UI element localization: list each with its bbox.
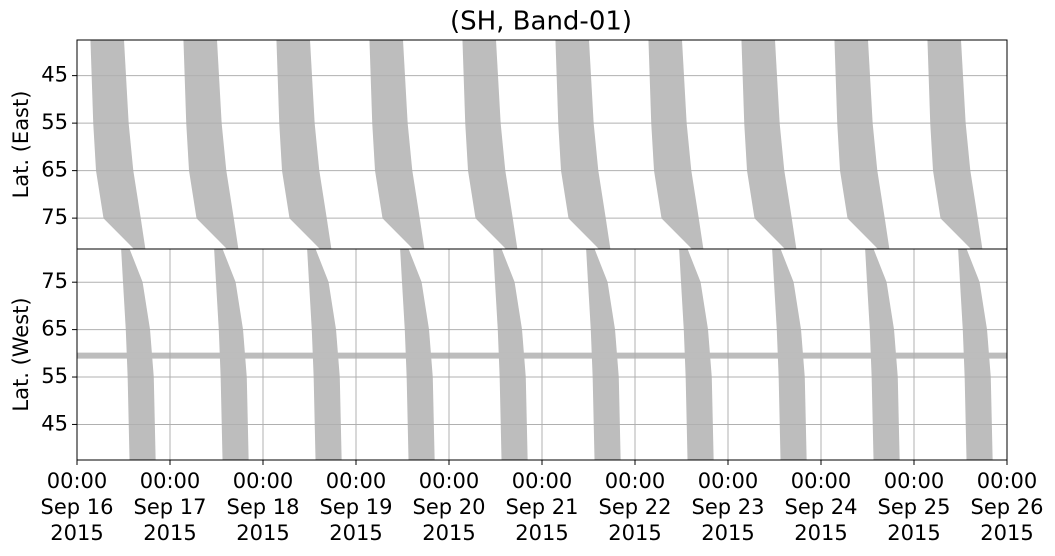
x-tick-label: 2015	[143, 521, 196, 545]
plot-area	[90, 40, 983, 249]
x-tick-label: 2015	[887, 521, 940, 545]
y-tick-label: 45	[41, 411, 68, 435]
axes-frame	[76, 248, 1008, 461]
x-tick-label: Sep 24	[785, 495, 858, 519]
x-tick-label: 2015	[980, 521, 1033, 545]
coverage-swath	[90, 40, 146, 249]
x-tick-label: Sep 21	[506, 495, 579, 519]
coverage-swath	[555, 40, 611, 249]
y-tick-label: 65	[41, 158, 68, 182]
x-tick-label: 00:00	[977, 469, 1038, 493]
x-tick-label: 2015	[236, 521, 289, 545]
x-tick-label: Sep 16	[41, 495, 114, 519]
x-tick-label: 00:00	[140, 469, 201, 493]
x-tick-label: 00:00	[419, 469, 480, 493]
x-tick-label: 00:00	[326, 469, 387, 493]
coverage-swath	[927, 40, 983, 249]
x-tick-label: 00:00	[512, 469, 573, 493]
x-tick-label: Sep 22	[599, 495, 672, 519]
y-axis-label: Lat. (East)	[9, 91, 33, 199]
y-tick-label: 55	[41, 364, 68, 388]
x-tick-label: Sep 19	[320, 495, 393, 519]
coverage-swath	[741, 40, 797, 249]
x-tick-label: 2015	[422, 521, 475, 545]
x-tick-label: 2015	[701, 521, 754, 545]
x-tick-label: 2015	[50, 521, 103, 545]
coverage-swath	[462, 40, 518, 249]
x-tick-label: 00:00	[884, 469, 945, 493]
x-tick-label: Sep 20	[413, 495, 486, 519]
chart-title: (SH, Band-01)	[450, 7, 632, 37]
coverage-swath	[648, 40, 704, 249]
coverage-swath	[183, 40, 239, 249]
coverage-swath	[276, 40, 332, 249]
x-tick-label: 2015	[794, 521, 847, 545]
x-tick-label: 00:00	[47, 469, 108, 493]
x-tick-label: 2015	[608, 521, 661, 545]
y-axis-label: Lat. (West)	[9, 297, 33, 411]
x-tick-label: 00:00	[605, 469, 666, 493]
y-tick-label: 65	[41, 317, 68, 341]
x-tick-label: Sep 26	[971, 495, 1044, 519]
x-tick-label: 2015	[329, 521, 382, 545]
x-tick-label: Sep 23	[692, 495, 765, 519]
y-tick-label: 75	[41, 269, 68, 293]
x-tick-label: Sep 18	[227, 495, 300, 519]
x-tick-label: 00:00	[698, 469, 759, 493]
y-tick-label: 55	[41, 110, 68, 134]
x-tick-label: Sep 25	[878, 495, 951, 519]
x-tick-label: 00:00	[791, 469, 852, 493]
x-tick-label: Sep 17	[134, 495, 207, 519]
coverage-swath	[834, 40, 890, 249]
y-tick-label: 75	[41, 205, 68, 229]
y-tick-label: 45	[41, 63, 68, 87]
coverage-swath	[369, 40, 425, 249]
plot-area	[77, 249, 1007, 460]
x-tick-label: 00:00	[233, 469, 294, 493]
x-tick-label: 2015	[515, 521, 568, 545]
